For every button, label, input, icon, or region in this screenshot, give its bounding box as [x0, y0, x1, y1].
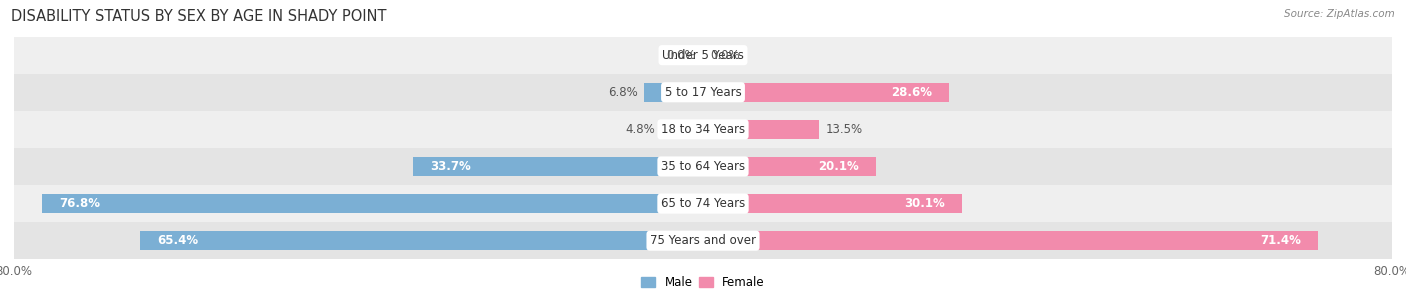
Text: 0.0%: 0.0% — [666, 49, 696, 62]
Text: 33.7%: 33.7% — [430, 160, 471, 173]
Text: 4.8%: 4.8% — [626, 123, 655, 136]
Bar — [703, 231, 1317, 250]
Bar — [14, 74, 1392, 111]
Text: 75 Years and over: 75 Years and over — [650, 234, 756, 247]
Bar — [662, 120, 703, 139]
Text: Source: ZipAtlas.com: Source: ZipAtlas.com — [1284, 9, 1395, 19]
Bar — [42, 194, 703, 213]
Bar — [14, 148, 1392, 185]
Text: 0.0%: 0.0% — [710, 49, 740, 62]
Text: 76.8%: 76.8% — [59, 197, 100, 210]
Bar — [14, 222, 1392, 259]
Legend: Male, Female: Male, Female — [637, 271, 769, 293]
Text: 35 to 64 Years: 35 to 64 Years — [661, 160, 745, 173]
Bar — [703, 83, 949, 102]
Text: 28.6%: 28.6% — [891, 86, 932, 99]
Text: Under 5 Years: Under 5 Years — [662, 49, 744, 62]
Text: 30.1%: 30.1% — [904, 197, 945, 210]
Text: 13.5%: 13.5% — [827, 123, 863, 136]
Text: DISABILITY STATUS BY SEX BY AGE IN SHADY POINT: DISABILITY STATUS BY SEX BY AGE IN SHADY… — [11, 9, 387, 24]
Bar — [644, 83, 703, 102]
Text: 6.8%: 6.8% — [607, 86, 637, 99]
Bar — [14, 37, 1392, 74]
Bar — [703, 157, 876, 176]
Bar — [14, 111, 1392, 148]
Text: 18 to 34 Years: 18 to 34 Years — [661, 123, 745, 136]
Bar — [14, 185, 1392, 222]
Bar — [703, 120, 820, 139]
Text: 65.4%: 65.4% — [157, 234, 198, 247]
Bar — [139, 231, 703, 250]
Bar — [413, 157, 703, 176]
Text: 71.4%: 71.4% — [1260, 234, 1301, 247]
Text: 65 to 74 Years: 65 to 74 Years — [661, 197, 745, 210]
Text: 5 to 17 Years: 5 to 17 Years — [665, 86, 741, 99]
Bar — [703, 194, 962, 213]
Text: 20.1%: 20.1% — [818, 160, 859, 173]
